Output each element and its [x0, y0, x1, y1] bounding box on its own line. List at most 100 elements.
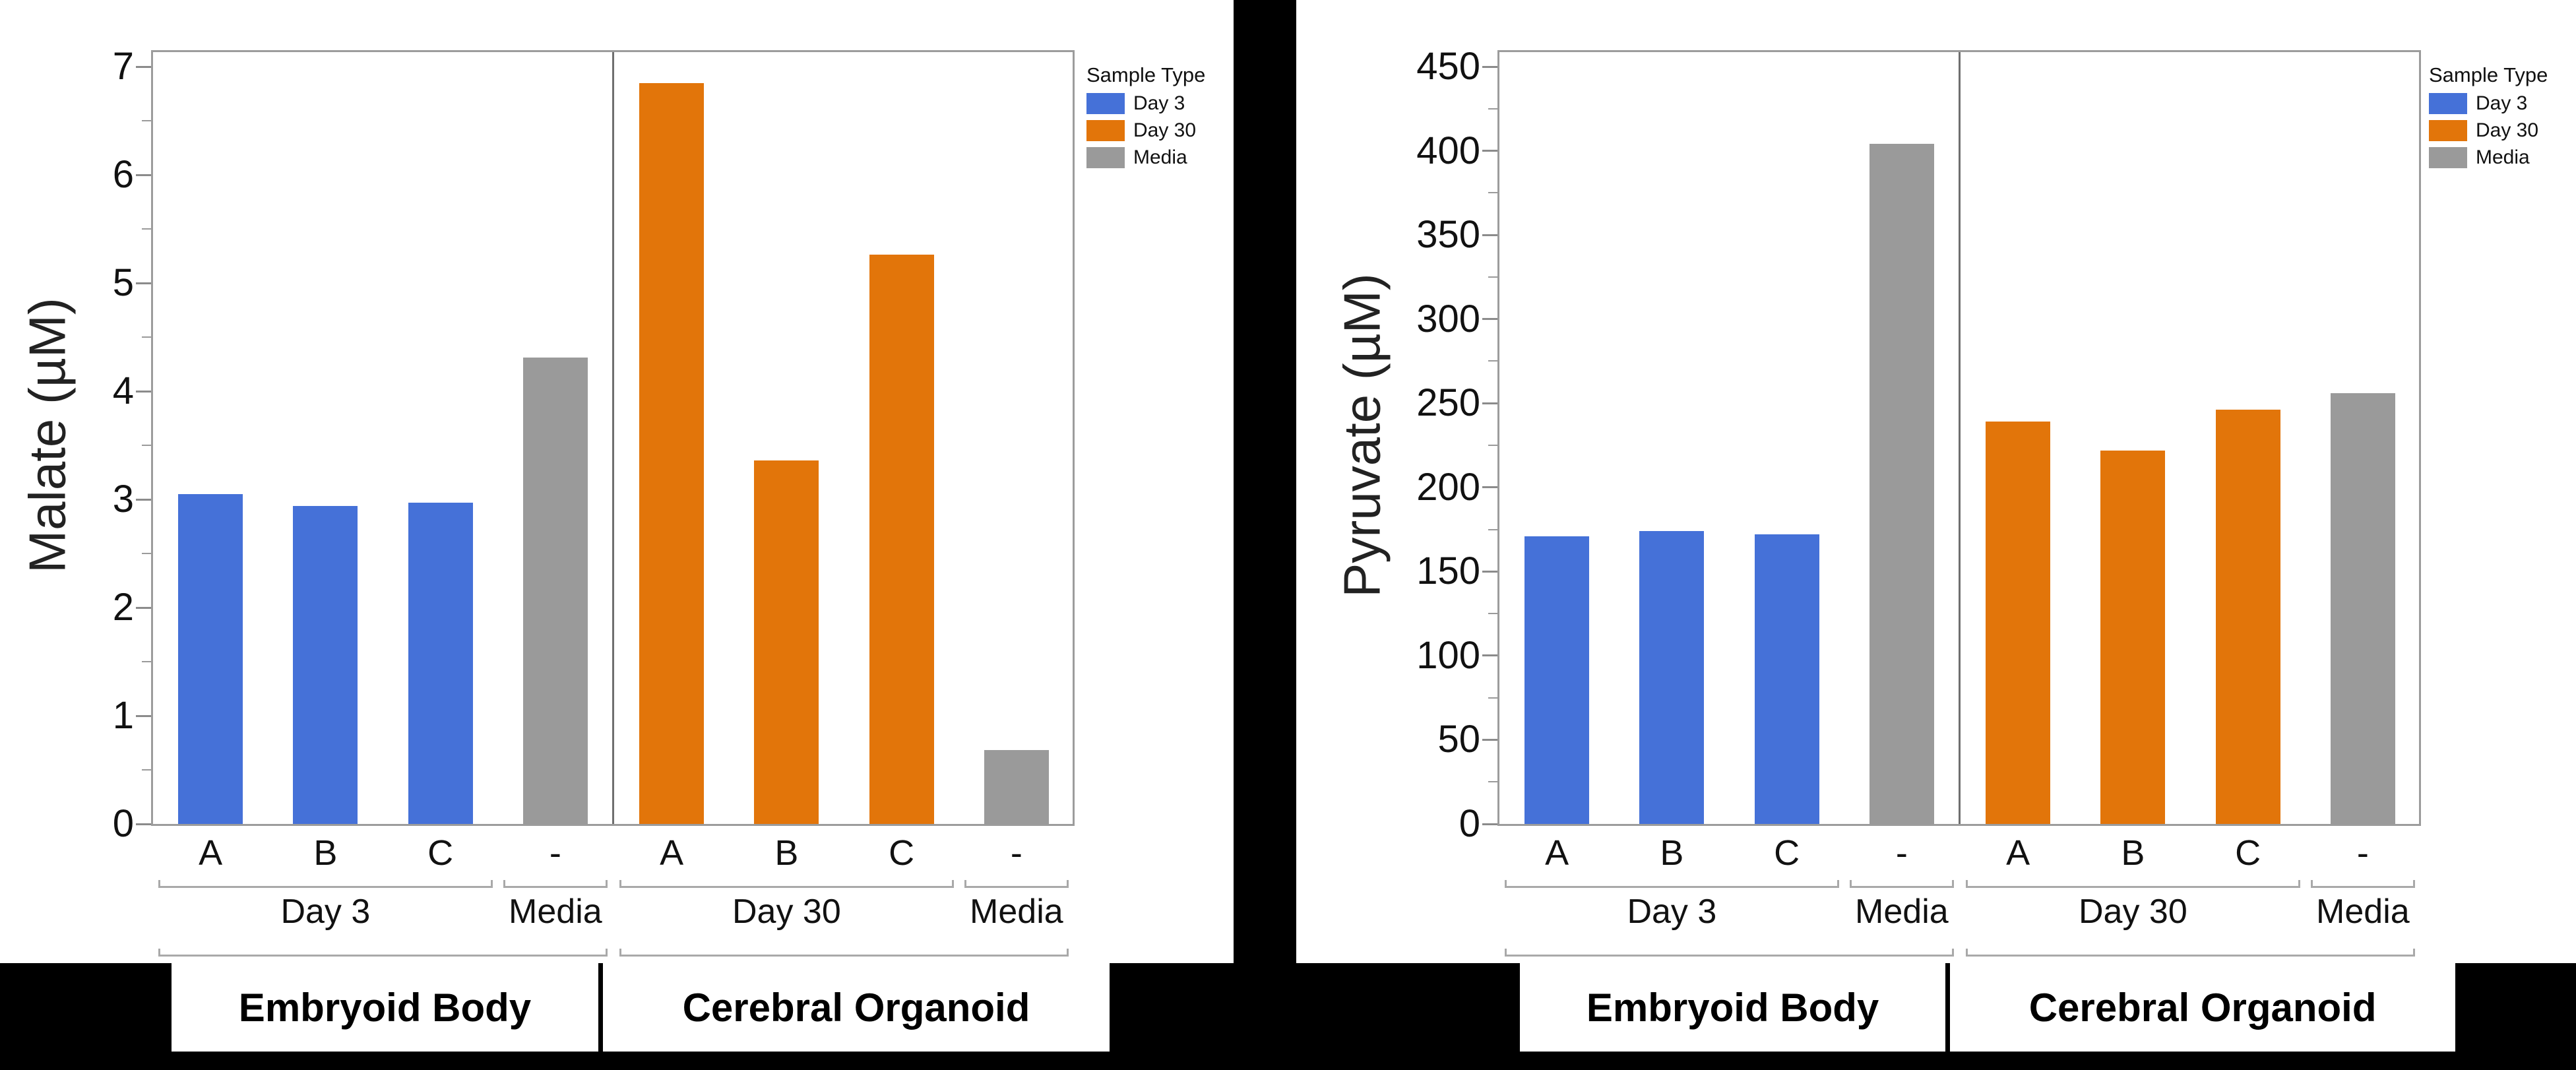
- group-label: Media: [509, 893, 602, 931]
- y-axis-tick-label: 450: [1416, 45, 1480, 88]
- facet-divider-line: [612, 52, 614, 824]
- legend-swatch-day30: [1086, 120, 1125, 141]
- group-label: Day 3: [280, 893, 371, 931]
- x-axis-tick-label: A: [199, 833, 223, 873]
- bar-day30-C: [2215, 410, 2280, 824]
- y-axis-major-tick: [1482, 654, 1497, 657]
- bar-media--: [522, 358, 588, 824]
- y-axis-tick-label: 300: [1416, 297, 1480, 340]
- y-axis-minor-tick: [1488, 276, 1497, 278]
- facet-divider-line: [1959, 52, 1961, 824]
- y-axis-minor-tick: [142, 769, 151, 771]
- group-bracket: [2310, 880, 2415, 888]
- y-axis-tick-label: 1: [112, 694, 134, 737]
- y-axis-major-tick: [136, 823, 151, 825]
- legend-swatch-media: [1086, 147, 1125, 168]
- y-axis-tick-label: 150: [1416, 550, 1480, 593]
- group-bracket: [503, 880, 608, 888]
- bar-media--: [2330, 393, 2395, 824]
- x-axis-tick-label: A: [2006, 833, 2030, 873]
- legend-swatch-day3: [1086, 93, 1125, 114]
- supergroup-bracket: [1966, 949, 2415, 957]
- bar-day3-C: [1754, 534, 1819, 824]
- legend-item-label: Media: [2476, 146, 2530, 168]
- x-axis-tick-label: B: [774, 833, 799, 873]
- x-axis-tick-label: A: [660, 833, 684, 873]
- group-label: Media: [1855, 893, 1949, 931]
- y-axis-major-tick: [1482, 738, 1497, 741]
- legend-item-label: Day 30: [1133, 119, 1197, 141]
- y-axis-tick-label: 0: [112, 802, 134, 845]
- legend-item-label: Day 3: [1133, 92, 1185, 114]
- y-axis-minor-tick: [1488, 528, 1497, 530]
- y-axis-minor-tick: [1488, 192, 1497, 194]
- legend-swatch-media: [2429, 147, 2467, 168]
- x-axis-tick-label: -: [1010, 833, 1022, 873]
- y-axis-major-tick: [1482, 823, 1497, 825]
- y-axis-major-tick: [136, 498, 151, 501]
- group-label: Media: [970, 893, 1063, 931]
- y-axis-tick-label: 5: [112, 261, 134, 304]
- x-axis-tick-label: C: [427, 833, 454, 873]
- x-axis-tick-label: C: [889, 833, 915, 873]
- y-axis-tick-label: 250: [1416, 381, 1480, 425]
- y-axis-tick-label: 7: [112, 45, 134, 88]
- y-axis-major-tick: [1482, 65, 1497, 68]
- y-axis-minor-tick: [142, 445, 151, 446]
- legend-item-label: Day 30: [2476, 119, 2539, 141]
- supergroup-label-embryoid-body: Embryoid Body: [1586, 985, 1879, 1030]
- legend-row: Day 30: [2429, 120, 2548, 141]
- y-axis-minor-tick: [142, 228, 151, 230]
- bar-media--: [984, 750, 1049, 824]
- y-axis-major-tick: [136, 282, 151, 284]
- legend-item-label: Media: [1133, 146, 1187, 168]
- legend-row: Day 3: [2429, 93, 2548, 114]
- group-brackets: [151, 880, 1075, 891]
- x-axis-tick-label: C: [2235, 833, 2261, 873]
- group-label: Media: [2316, 893, 2410, 931]
- group-bracket: [964, 880, 1069, 888]
- y-axis-minor-tick: [142, 661, 151, 662]
- supergroup-brackets: [1497, 949, 2421, 959]
- y-axis-tick-label: 6: [112, 153, 134, 196]
- y-axis-major-tick: [136, 714, 151, 717]
- y-axis-tick-label: 100: [1416, 633, 1480, 677]
- bar-day30-B: [754, 460, 819, 824]
- y-axis-minor-tick: [142, 120, 151, 121]
- y-axis-tick-labels: 0 50 100 150 200 250 300 350 400 450: [1296, 0, 1480, 963]
- y-axis-major-tick: [1482, 234, 1497, 236]
- supergroup-brackets: [151, 949, 1075, 959]
- legend-row: Media: [1086, 147, 1205, 168]
- y-axis-tick-label: 4: [112, 369, 134, 412]
- y-axis-tick-label: 3: [112, 478, 134, 520]
- legend: Sample Type Day 3 Day 30 Media: [2429, 63, 2548, 168]
- y-axis-major-tick: [1482, 318, 1497, 321]
- x-axis-tick-label: B: [2121, 833, 2145, 873]
- group-label: Day 30: [732, 893, 841, 931]
- y-axis-major-tick: [1482, 402, 1497, 404]
- group-labels: Day 3 Media Day 30 Media: [1497, 892, 2421, 935]
- y-axis-major-tick: [1482, 486, 1497, 489]
- bar-day30-C: [869, 255, 934, 824]
- y-axis-minor-tick: [1488, 445, 1497, 446]
- legend-title: Sample Type: [1086, 63, 1206, 86]
- y-axis-major-tick: [136, 65, 151, 68]
- y-axis-tick-label: 50: [1437, 718, 1480, 761]
- y-axis-major-tick: [1482, 570, 1497, 573]
- group-labels: Day 3 Media Day 30 Media: [151, 892, 1075, 935]
- y-axis-minor-tick: [142, 336, 151, 338]
- supergroup-label-box: Embryoid Body Cerebral Organoid: [172, 963, 1110, 1052]
- supergroup-label-cerebral-organoid: Cerebral Organoid: [598, 963, 1110, 1052]
- y-axis-minor-tick: [1488, 697, 1497, 699]
- group-bracket: [1505, 880, 1839, 888]
- group-label: Day 3: [1627, 893, 1717, 931]
- legend-swatch-day3: [2429, 93, 2467, 114]
- y-axis-major-tick: [136, 173, 151, 176]
- bar-day3-A: [178, 493, 243, 824]
- supergroup-bracket: [619, 949, 1069, 957]
- group-brackets: [1497, 880, 2421, 891]
- legend-row: Day 3: [1086, 93, 1205, 114]
